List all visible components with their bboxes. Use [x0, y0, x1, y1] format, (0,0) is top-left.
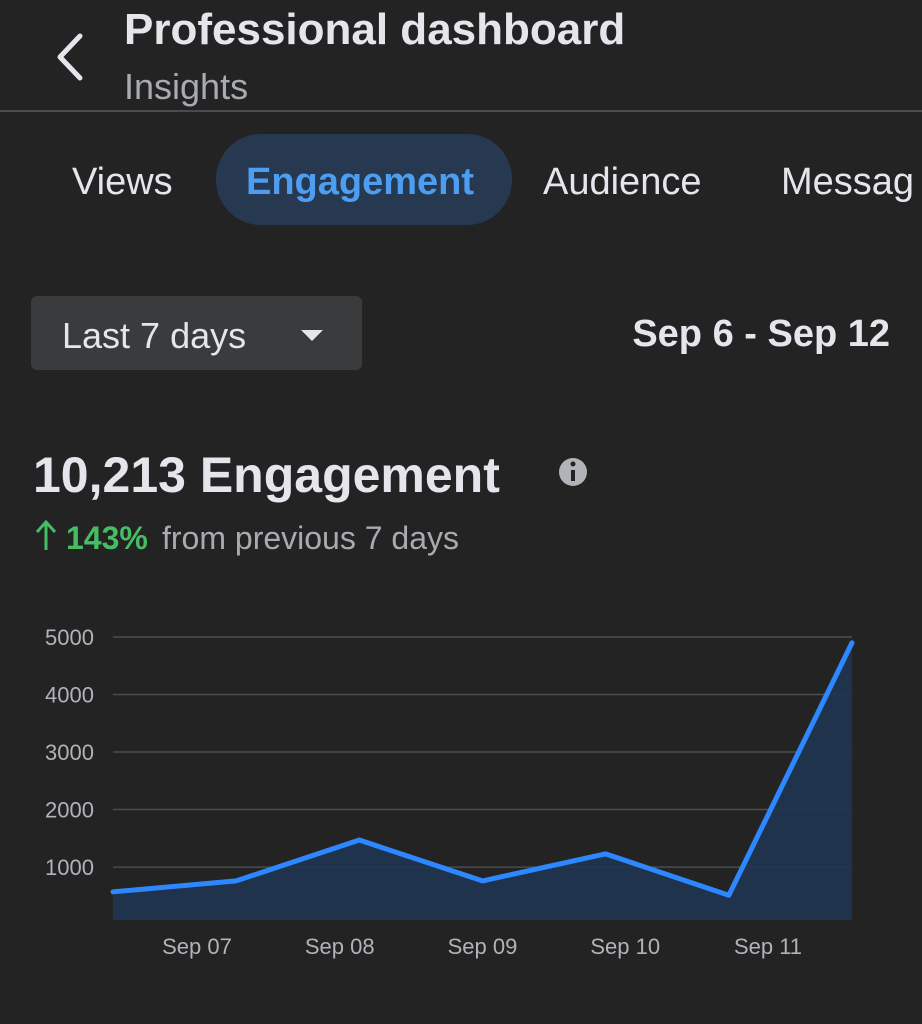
chart: 1000 2000 3000 4000 5000 Sep 07 Sep 08 Sep 09 Se…: [45, 625, 855, 959]
y-tick-label: 3000: [45, 740, 94, 765]
x-tick-label: Sep 09: [448, 934, 518, 959]
x-tick-label: Sep 07: [162, 934, 232, 959]
change-comparison: from previous 7 days: [162, 520, 459, 556]
dropdown-caret: [301, 330, 323, 341]
tab[interactable]: Messag: [781, 161, 914, 203]
page-subtitle: Insights: [124, 66, 248, 107]
info-icon-dot: [570, 461, 576, 467]
x-tick-label: Sep 08: [305, 934, 375, 959]
page-title: Professional dashboard: [124, 5, 625, 54]
back-button[interactable]: [57, 33, 83, 81]
y-tick-label: 2000: [45, 798, 94, 823]
tab[interactable]: Engagement: [246, 161, 474, 203]
info-icon-stem: [571, 470, 575, 481]
x-tick-label: Sep 11: [734, 934, 802, 959]
area: [113, 642, 852, 920]
date-range: Sep 6 - Sep 12: [632, 313, 890, 355]
line: [110, 640, 855, 898]
y-tick-label: 4000: [45, 683, 94, 708]
metric-total: 10,213 Engagement: [33, 447, 500, 503]
change-percent: 143%: [66, 520, 148, 556]
period-label: Last 7 days: [62, 315, 246, 356]
period-dropdown[interactable]: [31, 296, 362, 370]
up-arrow: [35, 519, 57, 550]
y-tick-label: 1000: [45, 855, 94, 880]
active-tab-pill: [216, 134, 512, 225]
tab[interactable]: Views: [72, 161, 173, 203]
y-tick-label: 5000: [45, 625, 94, 650]
tab[interactable]: Audience: [543, 161, 701, 203]
x-tick-label: Sep 10: [590, 934, 660, 959]
